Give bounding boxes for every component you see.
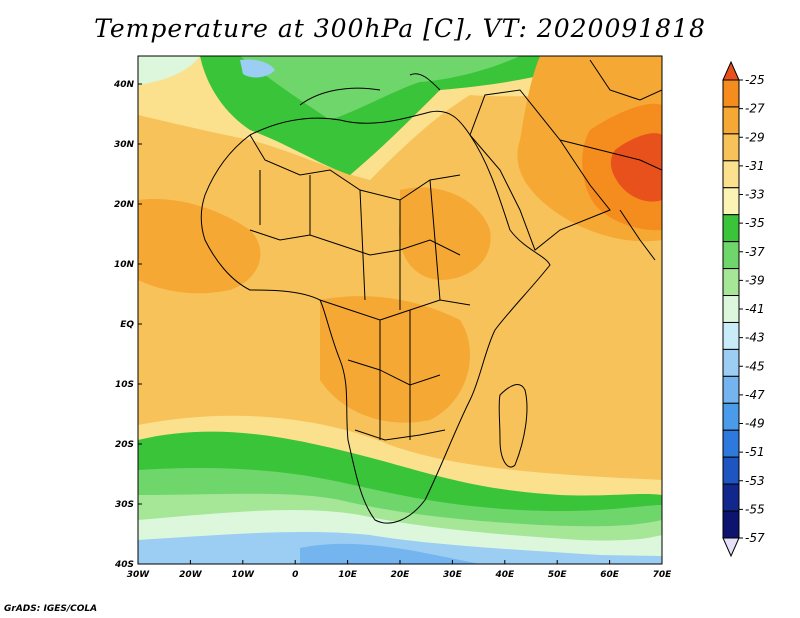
lon-tick-label: 20E (391, 570, 411, 580)
colorbar-label: -49 (745, 417, 765, 431)
lon-tick-label: 30E (443, 570, 463, 580)
grads-credit: GrADS: IGES/COLA (4, 604, 98, 614)
colorbar-label: -37 (745, 245, 765, 259)
lon-tick-label: 10E (338, 570, 358, 580)
lat-tick-label: EQ (120, 320, 134, 330)
lon-tick-label: 40E (494, 570, 515, 580)
colorbar-box (722, 295, 740, 323)
colorbar-box (722, 79, 740, 108)
lon-tick-label: 30W (127, 570, 151, 580)
lat-tick-label: 40N (113, 80, 135, 90)
colorbar-box (722, 160, 740, 189)
colorbar-box (722, 187, 740, 216)
lat-tick-label: 10S (115, 380, 134, 390)
colorbar-box (722, 483, 740, 512)
lat-tick-label: 40S (114, 560, 134, 570)
colorbar-box (722, 402, 740, 431)
colorbar-label: -35 (745, 216, 765, 230)
latitude-axis: 40N 30N 20N 10N EQ 10S 20S 30S 40S (113, 80, 142, 570)
lat-tick-label: 30S (115, 500, 134, 510)
lon-tick-label: 60E (600, 570, 620, 580)
colorbar-label: -45 (745, 359, 765, 373)
colorbar-box (722, 510, 740, 539)
colorbar-label: -55 (745, 502, 765, 516)
coastlines (200, 59, 662, 524)
colorbar-box (722, 133, 740, 162)
colorbar-box (722, 375, 740, 404)
colorbar-box (722, 348, 740, 377)
colorbar-label: -41 (745, 302, 765, 316)
colorbar-label: -29 (745, 130, 765, 144)
lon-tick-label: 50E (548, 570, 568, 580)
colorbar-label: -25 (745, 73, 765, 87)
lon-tick-label: 20W (179, 570, 203, 580)
colorbar-box (722, 456, 740, 485)
colorbar-label: -57 (745, 531, 765, 545)
map-title: Temperature at 300hPa [C], VT: 202009181… (94, 14, 706, 43)
lat-tick-label: 10N (114, 260, 135, 270)
colorbar-label: -31 (745, 159, 765, 173)
colorbar-bottom-arrow (722, 537, 740, 558)
colorbar-label: -43 (745, 331, 765, 345)
colorbar: -25 -27 -29 -31 -33 -35 -37 -39 -41 -43 -45 -47 -49 -… (722, 60, 765, 558)
colorbar-label: -33 (745, 188, 765, 202)
colorbar-box (722, 429, 740, 458)
colorbar-label: -51 (745, 445, 765, 459)
colorbar-label: -39 (745, 273, 765, 287)
colorbar-top-arrow (722, 60, 740, 81)
longitude-axis: 30W 20W 10W 0 10E 20E 30E 40E 50E 60E 70E (127, 560, 672, 580)
colorbar-label: -53 (745, 474, 765, 488)
lon-tick-label: 10W (232, 570, 256, 580)
colorbar-label: -47 (745, 388, 765, 402)
lat-tick-label: 30N (114, 140, 135, 150)
lat-tick-label: 20S (115, 440, 134, 450)
colorbar-box (722, 106, 740, 135)
colorbar-box (722, 321, 740, 350)
lon-tick-label: 70E (653, 570, 673, 580)
colorbar-box (722, 268, 740, 297)
colorbar-box (722, 214, 740, 243)
lat-tick-label: 20N (114, 200, 135, 210)
lon-tick-label: 0 (292, 570, 298, 580)
colorbar-box (722, 241, 740, 270)
colorbar-label: -27 (745, 102, 765, 116)
